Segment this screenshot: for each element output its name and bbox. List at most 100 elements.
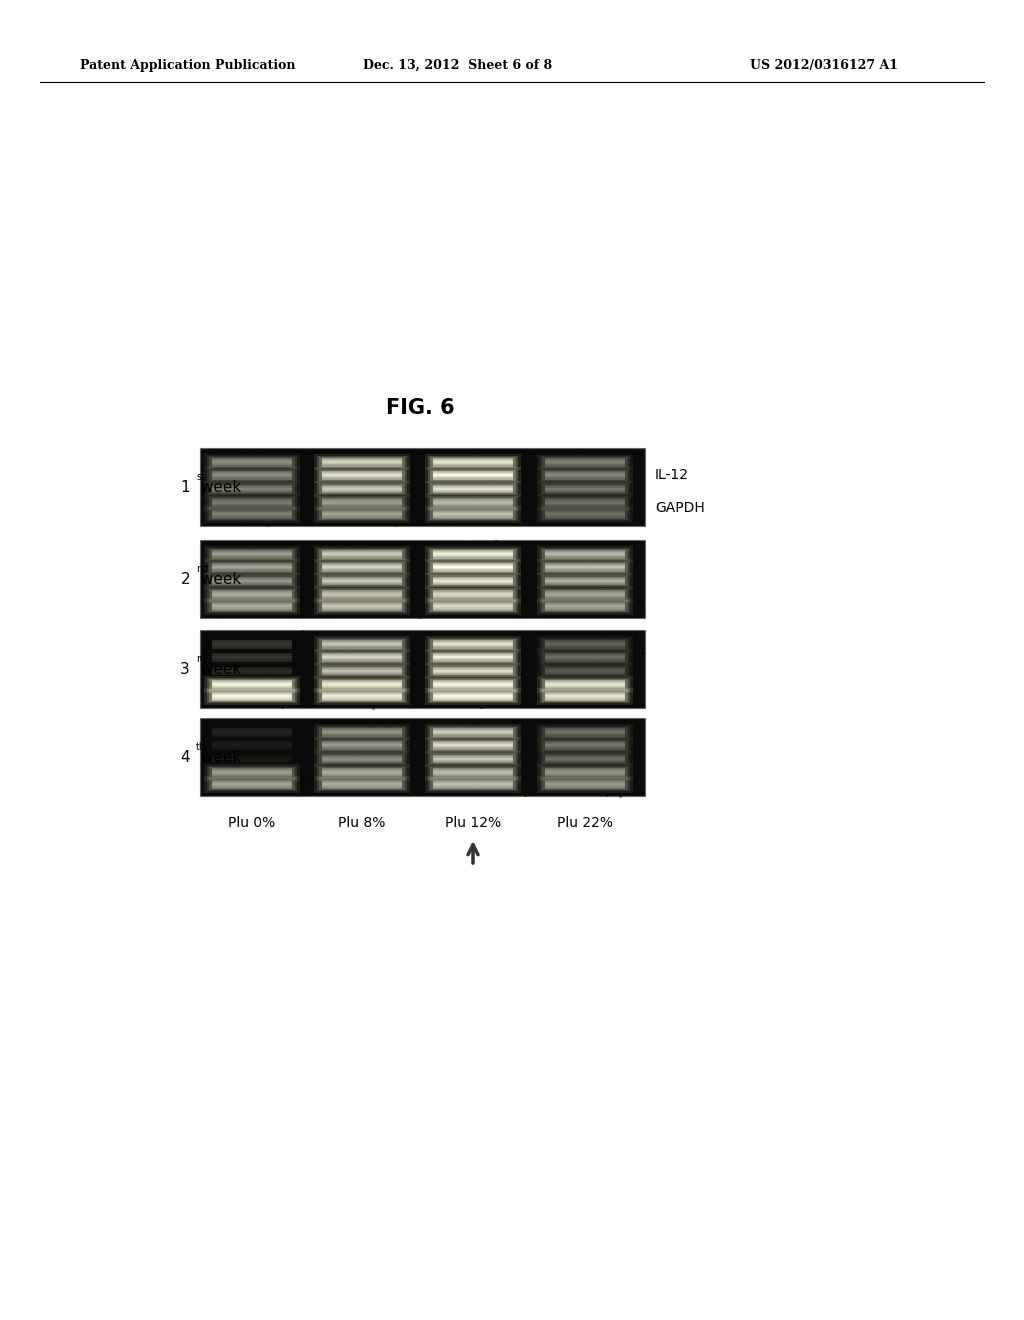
Bar	[433, 511, 513, 512]
Bar	[433, 570, 513, 572]
Bar	[322, 755, 402, 756]
Bar	[212, 781, 292, 784]
Bar	[457, 772, 460, 775]
Bar	[415, 677, 418, 680]
Bar	[212, 603, 292, 605]
Bar	[433, 653, 513, 655]
Bar	[209, 767, 295, 779]
Bar	[545, 780, 625, 781]
Bar	[269, 560, 272, 561]
Bar	[545, 697, 625, 698]
Bar	[283, 677, 286, 678]
Bar	[207, 574, 297, 587]
Bar	[322, 685, 402, 688]
Bar	[545, 478, 625, 479]
Bar	[510, 470, 513, 473]
Bar	[212, 673, 292, 675]
Bar	[322, 697, 402, 698]
Bar	[212, 774, 292, 775]
Bar	[537, 454, 633, 470]
Bar	[540, 638, 630, 651]
Bar	[212, 461, 292, 462]
Bar	[545, 772, 625, 775]
Bar	[322, 594, 402, 595]
Bar	[306, 521, 309, 523]
Bar	[569, 498, 572, 499]
Bar	[628, 466, 631, 469]
Bar	[319, 601, 406, 612]
Bar	[322, 642, 402, 643]
Bar	[322, 513, 402, 515]
Bar	[245, 449, 248, 451]
Bar	[326, 705, 329, 706]
Bar	[377, 684, 380, 685]
Bar	[322, 487, 402, 488]
Bar	[437, 656, 440, 657]
Bar	[504, 477, 507, 478]
Bar	[545, 775, 625, 776]
Bar	[545, 593, 625, 594]
Bar	[322, 772, 402, 775]
Bar	[433, 550, 513, 552]
Bar	[431, 725, 433, 727]
Bar	[545, 471, 625, 473]
Text: US 2012/0316127 A1: US 2012/0316127 A1	[750, 58, 898, 71]
Bar	[212, 771, 292, 774]
Bar	[231, 590, 234, 593]
Bar	[392, 562, 395, 565]
Bar	[501, 727, 504, 730]
Bar	[385, 789, 388, 791]
Bar	[314, 506, 410, 523]
Bar	[545, 590, 625, 591]
Bar	[545, 582, 625, 583]
Bar	[545, 788, 625, 789]
Bar	[306, 678, 309, 680]
Bar	[322, 783, 402, 785]
Text: week: week	[196, 573, 242, 587]
Bar	[482, 582, 485, 583]
Bar	[322, 684, 402, 685]
Bar	[322, 504, 402, 506]
Text: th: th	[196, 742, 206, 752]
Bar	[212, 643, 292, 644]
Bar	[640, 647, 643, 648]
Bar	[433, 643, 513, 644]
Bar	[483, 597, 486, 599]
Bar	[322, 743, 402, 744]
Bar	[545, 488, 625, 490]
Bar	[545, 491, 625, 492]
Bar	[212, 609, 292, 610]
Bar	[286, 723, 288, 725]
Bar	[395, 685, 398, 688]
Bar	[319, 690, 406, 702]
Bar	[373, 718, 376, 721]
Bar	[430, 665, 516, 676]
Bar	[264, 680, 267, 682]
Bar	[217, 470, 220, 473]
Bar	[540, 664, 630, 677]
Bar	[430, 562, 516, 573]
Bar	[456, 682, 459, 684]
Bar	[424, 544, 427, 546]
Bar	[322, 490, 402, 491]
Bar	[545, 566, 625, 568]
Bar	[563, 583, 566, 585]
Bar	[317, 507, 407, 521]
Bar	[428, 466, 430, 467]
Bar	[564, 607, 567, 609]
Bar	[433, 759, 513, 760]
Bar	[433, 602, 513, 603]
Bar	[433, 550, 513, 553]
Bar	[433, 784, 513, 785]
Bar	[604, 789, 607, 791]
Bar	[582, 772, 585, 775]
Bar	[312, 484, 315, 486]
Bar	[240, 639, 243, 640]
Bar	[209, 589, 295, 601]
Bar	[278, 651, 281, 652]
Bar	[621, 488, 624, 491]
Bar	[541, 507, 544, 508]
Bar	[212, 640, 292, 642]
Bar	[239, 450, 242, 451]
Bar	[433, 461, 513, 462]
